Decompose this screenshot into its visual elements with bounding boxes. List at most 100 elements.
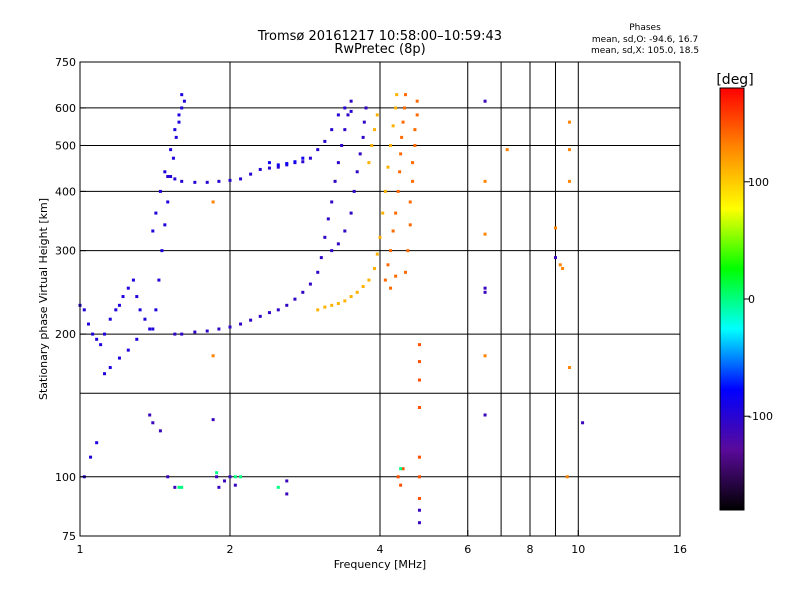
data-point	[336, 113, 340, 117]
data-point	[121, 295, 125, 299]
x-axis-ticks: 1 2 4 6 8 10 16	[77, 530, 687, 556]
data-point	[343, 299, 347, 303]
data-point	[391, 124, 395, 128]
data-point	[483, 232, 487, 236]
data-point	[330, 128, 334, 132]
data-point	[389, 143, 393, 147]
data-point	[177, 113, 181, 117]
data-point	[373, 128, 377, 132]
x-tick-label: 1	[77, 543, 84, 556]
data-point	[343, 106, 347, 110]
data-point	[151, 421, 155, 425]
x-tick-label: 6	[464, 543, 471, 556]
data-point	[316, 270, 320, 274]
data-point	[95, 441, 99, 445]
data-point	[333, 179, 337, 183]
data-point	[285, 492, 289, 496]
data-point	[361, 285, 365, 289]
data-point	[381, 211, 385, 215]
data-point	[193, 330, 197, 334]
data-point	[408, 200, 412, 204]
data-point	[349, 211, 353, 215]
data-point	[154, 211, 158, 215]
data-point	[267, 311, 271, 315]
data-points	[78, 93, 585, 525]
data-point	[375, 252, 379, 256]
data-point	[158, 429, 162, 433]
data-point	[319, 256, 323, 260]
stats-line-o: mean, sd,O: -94.6, 16.7	[592, 35, 698, 45]
data-point	[330, 200, 334, 204]
data-point	[258, 314, 262, 318]
data-point	[553, 256, 557, 260]
data-point	[267, 161, 271, 165]
stats-line-x: mean, sd,X: 105.0, 18.5	[591, 46, 699, 56]
data-point	[285, 162, 289, 166]
data-point	[276, 485, 280, 489]
y-axis-ticks: 75 100 200 300 400 500 600 750	[55, 56, 86, 543]
data-point	[173, 177, 177, 181]
y-tick-label: 750	[55, 56, 76, 69]
data-point	[177, 485, 181, 489]
data-point	[483, 179, 487, 183]
data-point	[114, 308, 118, 312]
colorbar-tick-label: 100	[748, 176, 769, 189]
data-point	[358, 152, 362, 156]
data-point	[364, 106, 368, 110]
data-point	[323, 139, 327, 143]
data-point	[398, 170, 402, 174]
data-point	[378, 235, 382, 239]
colorbar-tick-label: 0	[748, 293, 755, 306]
data-point	[567, 366, 571, 370]
data-point	[403, 106, 407, 110]
data-point	[131, 278, 135, 282]
data-point	[215, 471, 219, 475]
data-point	[567, 120, 571, 124]
data-point	[166, 475, 170, 479]
data-point	[561, 267, 565, 271]
data-point	[86, 322, 90, 326]
data-point	[276, 308, 280, 312]
data-point	[411, 179, 415, 183]
data-point	[395, 93, 399, 97]
x-axis-label: Frequency [MHz]	[334, 558, 426, 571]
data-point	[91, 332, 95, 336]
data-point	[394, 106, 398, 110]
data-point	[211, 200, 215, 204]
data-point	[383, 278, 387, 282]
data-point	[417, 378, 421, 382]
data-point	[154, 308, 158, 312]
data-point	[276, 163, 280, 167]
data-point	[373, 267, 377, 271]
data-point	[394, 274, 398, 278]
data-point	[417, 455, 421, 459]
data-point	[228, 475, 232, 479]
x-tick-label: 10	[571, 543, 585, 556]
data-point	[211, 354, 215, 358]
data-point	[361, 135, 365, 139]
data-point	[258, 167, 262, 171]
data-point	[483, 413, 487, 417]
data-point	[233, 475, 237, 479]
data-point	[349, 109, 353, 113]
y-tick-label: 100	[55, 471, 76, 484]
data-point	[417, 343, 421, 347]
data-point	[217, 485, 221, 489]
data-point	[308, 156, 312, 160]
data-point	[417, 475, 421, 479]
data-point	[340, 143, 344, 147]
data-point	[349, 99, 353, 103]
data-point	[343, 229, 347, 233]
y-axis-label: Stationary phase Virtual Height [km]	[37, 198, 50, 400]
data-point	[346, 113, 350, 117]
data-point	[217, 327, 221, 331]
data-point	[408, 223, 412, 227]
data-point	[160, 249, 164, 253]
data-point	[228, 325, 232, 329]
data-point	[171, 156, 175, 160]
data-point	[415, 113, 419, 117]
data-point	[166, 175, 170, 179]
data-point	[399, 152, 403, 156]
data-point	[103, 332, 107, 336]
data-point	[180, 106, 184, 110]
